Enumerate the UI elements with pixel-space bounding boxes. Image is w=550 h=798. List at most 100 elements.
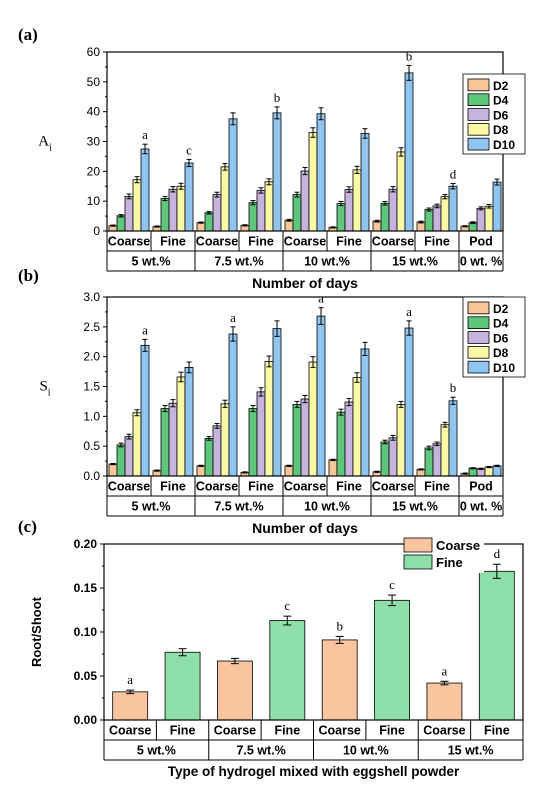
bar-fine [269, 620, 306, 721]
significance-letter: b [274, 90, 281, 105]
bar-d6 [344, 401, 354, 477]
category-label: Fine [170, 724, 196, 738]
bar-d8 [176, 185, 186, 232]
category-label: Pod [469, 480, 493, 494]
legend-swatch [467, 360, 490, 374]
group-label: 10 wt.% [343, 744, 389, 758]
y-axis-title: Root/Shoot [29, 596, 44, 667]
bar-d6 [432, 205, 442, 232]
bar-d4 [160, 198, 170, 232]
y-axis-title-sub: i [48, 388, 51, 399]
y-tick-label: 20 [87, 164, 101, 178]
bar-d8 [264, 181, 274, 232]
y-tick-label: 50 [87, 75, 101, 89]
legend-label: D10 [493, 138, 515, 152]
x-axis-title: Number of days [252, 520, 358, 536]
y-axis-title-sub: i [49, 143, 52, 154]
bar-d8 [176, 376, 186, 477]
group-label: 15 wt.% [392, 255, 438, 269]
category-label: Fine [248, 480, 274, 494]
bar-coarse [426, 682, 463, 721]
category-label: Pod [469, 235, 493, 249]
y-tick-label: 10 [87, 194, 101, 208]
significance-letter: a [142, 127, 148, 142]
legend-label: D8 [493, 346, 509, 360]
legend-swatch [467, 301, 490, 315]
legend-label: D6 [493, 108, 509, 122]
y-tick-label: 1.0 [83, 409, 100, 423]
bar-d8 [132, 412, 142, 477]
y-tick-label: 0.00 [74, 713, 98, 727]
bar-d8 [352, 377, 362, 477]
category-label: Fine [336, 235, 362, 249]
bar-fine [374, 599, 410, 721]
bar-d4 [248, 202, 258, 232]
y-tick-label: 60 [87, 45, 101, 59]
panel-label: (c) [18, 517, 37, 536]
y-tick-label: 0 [93, 224, 100, 238]
y-tick-label: 40 [87, 105, 101, 119]
legend-label: D10 [493, 361, 515, 375]
bar-d10 [448, 185, 458, 232]
category-label: Coarse [372, 480, 414, 494]
category-label: Fine [274, 724, 300, 738]
bar-d8 [440, 196, 450, 232]
category-label: Fine [424, 235, 450, 249]
legend-label: D6 [493, 331, 509, 345]
y-tick-label: 0.05 [74, 669, 98, 683]
y-tick-label: 0.10 [74, 625, 98, 639]
y-axis-title-main: A [38, 134, 49, 150]
bar-d10 [360, 133, 370, 232]
y-axis-title: Ai [38, 134, 52, 154]
bar-d8 [440, 424, 450, 477]
bar-d6 [212, 425, 222, 477]
y-axis-title: Si [39, 379, 50, 399]
y-tick-label: 2.5 [83, 320, 100, 334]
legend-label: D2 [493, 302, 509, 316]
y-tick-label: 3.0 [83, 290, 100, 304]
legend-swatch [467, 316, 490, 329]
panel-label: (b) [18, 266, 39, 285]
bar-d4 [204, 438, 214, 477]
group-label: 0 wt. % [460, 255, 502, 269]
category-label: Fine [160, 480, 186, 494]
bar-d6 [124, 436, 134, 477]
legend-swatch [467, 137, 490, 151]
bar-d4 [424, 209, 434, 232]
y-tick-label: 0.0 [83, 469, 100, 483]
group-label: 5 wt.% [137, 744, 176, 758]
group-label: 15 wt.% [392, 500, 438, 514]
legend-label: Coarse [436, 538, 480, 553]
bar-d4 [336, 411, 346, 477]
bar-d6 [124, 195, 134, 232]
legend: Coarse Fine [403, 535, 484, 573]
panel-c: (c)0.000.050.100.150.20Root/ShootacbcadC… [18, 517, 524, 779]
bar-coarse [112, 691, 149, 721]
bar-d8 [484, 205, 494, 232]
bar-fine [478, 570, 515, 721]
x-axis-title: Number of days [252, 275, 358, 291]
group-label: 0 wt. % [460, 500, 502, 514]
bar-d8 [484, 466, 494, 477]
group-label: 7.5 wt.% [236, 744, 285, 758]
significance-letter: a [127, 672, 133, 687]
bar-d6 [300, 170, 310, 232]
bar-d2 [284, 219, 294, 232]
panel-a: (a) 0 10 20 30 40 50 60 Ai a c b b d Coarse Fine Coarse F… [18, 25, 526, 291]
bar-d2 [196, 222, 206, 232]
group-label: 10 wt.% [304, 500, 350, 514]
bar-d2 [196, 465, 206, 477]
y-tick-label: 2.0 [83, 350, 100, 364]
y-axis-title-main: S [39, 379, 47, 395]
bar-d2 [284, 465, 294, 477]
bar-coarse [217, 660, 253, 721]
legend-label: D8 [493, 123, 509, 137]
bar-d8 [352, 169, 362, 232]
bar-d8 [220, 166, 230, 232]
group-label: 7.5 wt.% [214, 255, 263, 269]
bar-d4 [116, 215, 126, 232]
significance-letter: c [284, 598, 290, 613]
group-label: 5 wt.% [132, 255, 171, 269]
